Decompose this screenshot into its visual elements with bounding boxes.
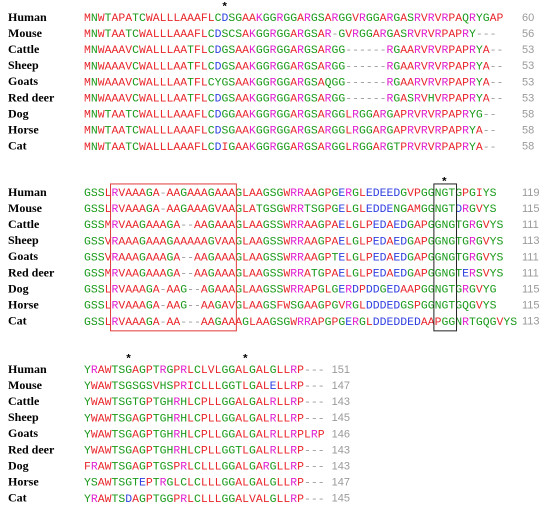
species-name: Cat [8,139,27,153]
sequence: YWAWTSGAGPTGHRHLCPLLGGTLGALRLLRP--- [84,445,325,458]
sequence: MNWAAAVCWALLLAATFLCYGSAAKGGRGGARGSAQGG--… [84,76,503,89]
residue-count: 111 [522,219,539,231]
sequence: GSSVRAAAGAAAGAAAAAGVAAGLAAGSSWRRAAGPAELG… [84,235,504,248]
species-name: Sheep [8,410,39,424]
species-name: Horse [8,122,39,136]
species-name: Sheep [8,233,39,247]
species-name: Goats [8,426,38,440]
residue-count: 56 [522,28,534,40]
sequence: GSSLRVAAAGA-AA---AAGAAAGLAAGSGWRRAPGPGER… [84,316,517,329]
residue-count: 151 [332,364,350,376]
residue-count: 58 [522,141,534,153]
species-name: Dog [8,458,29,472]
species-name: Cattle [8,42,40,56]
sequence: YRAWTSGAGPTRGPRLCLVLGGALGALGLLRP--- [84,364,325,377]
residue-count: 53 [522,76,534,88]
highlight-box [433,183,458,332]
residue-count: 58 [522,109,534,121]
residue-count: 111 [522,251,539,263]
residue-count: 145 [332,412,350,424]
sequence: FRAWTSGAGPTGSPRLCLLLGGALGARGLLRP--- [84,461,325,474]
species-name: Dog [8,281,29,295]
sequence: MNWTAATCWALLLAAAFLCDIGAAKGGRGGARGSARGGLR… [84,141,497,154]
sequence: YWAWTSGAGPTGHRHLCPLLGGALGALRLLRP--- [84,412,325,425]
species-name: Dog [8,106,29,120]
conservation-stars: * [84,1,228,14]
species-name: Cattle [8,217,40,231]
residue-count: 53 [522,92,534,104]
sequence: MNWTAATCWALLLAAAFLCDSGAAKGGRGGARGSARGGLR… [84,125,497,138]
residue-count: 146 [332,428,350,440]
species-name: Horse [8,474,39,488]
residue-count: 115 [522,284,540,296]
sequence: MNWAAAVCWALLLAATFLCDGSAAKGGRGGARGSARGG--… [84,93,503,106]
species-name: Mouse [8,201,43,215]
residue-count: 143 [332,461,350,473]
sequence: MNWAAAVCWALLLAATFLCDGSAAKGGRGGARGSARGG--… [84,60,503,73]
species-name: Cat [8,491,27,505]
species-name: Cattle [8,394,40,408]
residue-count: 58 [522,125,534,137]
alignment-block: * Human GSSLRVAAAGA-AAGAAAGAAAGLAAGSGWRRAA… [8,176,540,332]
residue-count: 111 [522,267,539,279]
sequence: MNWTAATCWALLLAAAFLCDSCSAKGGRGGARGSAR-GVR… [84,28,497,41]
species-name: Red deer [8,442,55,456]
residue-count: 143 [332,396,350,408]
sequence: GSSLRVAAAGA-AAG--AAGAVGLAAGSFWSGAAGPGVRG… [84,300,497,313]
species-name: Goats [8,249,38,263]
species-name: Sheep [8,58,39,72]
sequence: YRAWTSDAGPTGGPRLCLLLGGALVALGLLRP--- [84,493,325,506]
species-name: Horse [8,297,39,311]
sequence: GSSMRVAAGAAAGA--AAGAAAGLAAGSSWRRATGPAELG… [84,268,504,281]
residue-count: 53 [522,44,534,56]
sequence: GSSVRAAAGAAAGA--AAGAAAGLAAGSSWRRAAGPTELG… [84,251,504,264]
species-name: Cat [8,314,27,328]
residue-count: 143 [332,444,350,456]
sequence: GSSLRVAAAGA-AAGAAAGVAAGLATGSGWRRTSGPGELG… [84,203,497,216]
alignment-block: * * Human YRAWTSGAGPTRGPRLCLVLGGALGALGLLRP… [8,353,350,506]
residue-count: 147 [332,477,350,489]
conservation-stars: * * [84,353,249,366]
species-name: Red deer [8,90,55,104]
residue-count: 60 [522,12,534,24]
residue-count: 145 [332,493,350,505]
conservation-stars: * [84,176,448,189]
residue-count: 119 [522,187,540,199]
sequence: GSSMRVAAGAAAGA--AAGAAAGLAAGSSWRRAAGPAELG… [84,219,504,232]
residue-count: 113 [522,235,540,247]
sequence: YWAWTSGSGSVHSPRICLLLGGTLGALELLRP--- [84,380,325,393]
sequence: GSSLRVAAAGA-AAG--AGAAAGLAAGSSWRRAPGLGERD… [84,284,497,297]
residue-count: 115 [522,203,540,215]
residue-count: 53 [522,60,534,72]
sequence: MNWAAAVCWALLLAATFLCDGSAAKGGRGGARGSARGG--… [84,44,503,57]
species-name: Human [8,10,47,24]
sequence: YSAWTSGTEPTRGLCLCLLLGGALGALGLLRP--- [84,477,325,490]
species-name: Mouse [8,378,43,392]
residue-count: 113 [522,316,540,328]
species-name: Human [8,362,47,376]
residue-count: 147 [332,380,350,392]
species-name: Mouse [8,26,43,40]
sequence: MNWTAATCWALLLAAAFLCDGGAAKGGRGGARGSARGGLR… [84,109,497,122]
sequence: GSSLRVAAAGA-AAGAAAGAAAGLAAGSGWRRAAGPGERG… [84,187,497,200]
sequence: YWAWTSGTGPTGHRHLCPLLGGALGALRLLRP--- [84,396,325,409]
residue-count: 115 [522,300,540,312]
species-name: Red deer [8,265,55,279]
sequence: YWAWTSGAGPTGHRHLCPLLGGALGALRLLRPLRP [84,428,325,441]
species-name: Goats [8,74,38,88]
sequence: MNWTAPATCWALLLAAAFLCDSGAAKGGRGGARGSARGGV… [84,12,504,25]
alignment-block: * Human MNWTAPATCWALLLAAAFLCDSGAAKGGRGGARG… [8,1,534,154]
species-name: Human [8,185,47,199]
highlight-box [110,183,237,332]
